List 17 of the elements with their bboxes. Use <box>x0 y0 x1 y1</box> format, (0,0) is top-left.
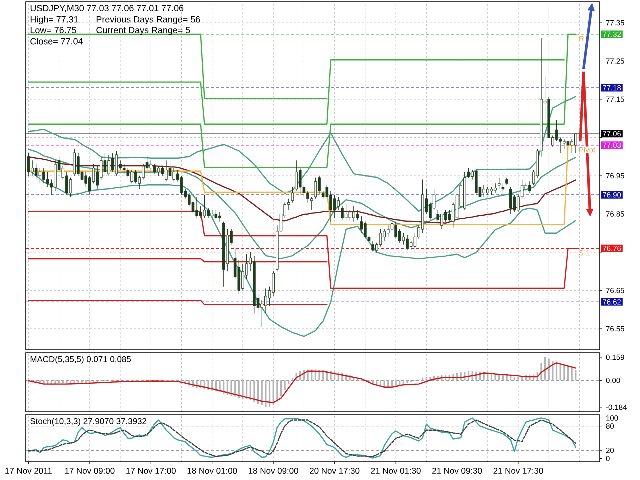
x-tick-label: 17 Nov 09:00 <box>65 468 115 474</box>
x-tick-label: 18 Nov 09:00 <box>249 468 298 474</box>
chart-title: Stoch(10,3,3) 27.9070 37.3932 <box>30 418 147 426</box>
annotation: Current Days Range= 5 <box>96 27 190 36</box>
chart-title: USDJPY,M30 77.03 77.06 77.01 77.06 <box>30 5 184 13</box>
annotation: Low= 76.75 <box>30 27 76 34</box>
annotation: Close= 77.04 <box>30 38 84 45</box>
x-tick-label: 21 Nov 01:30 <box>371 468 421 474</box>
x-tick-label: 17 Nov 17:00 <box>126 468 176 474</box>
x-tick-label: 21 Nov 17:30 <box>494 468 544 474</box>
x-tick-label: 18 Nov 01:00 <box>188 468 238 474</box>
chart-title: MACD(5,35,5) 0.071 0.085 <box>30 356 132 364</box>
annotation: High= 77.31 <box>30 16 78 25</box>
annotation: Previous Days Range= 56 <box>96 16 200 25</box>
x-tick-label: 17 Nov 2011 <box>6 468 52 474</box>
x-tick-label: 20 Nov 17:30 <box>310 468 360 474</box>
x-tick-label: 21 Nov 09:30 <box>432 468 482 474</box>
